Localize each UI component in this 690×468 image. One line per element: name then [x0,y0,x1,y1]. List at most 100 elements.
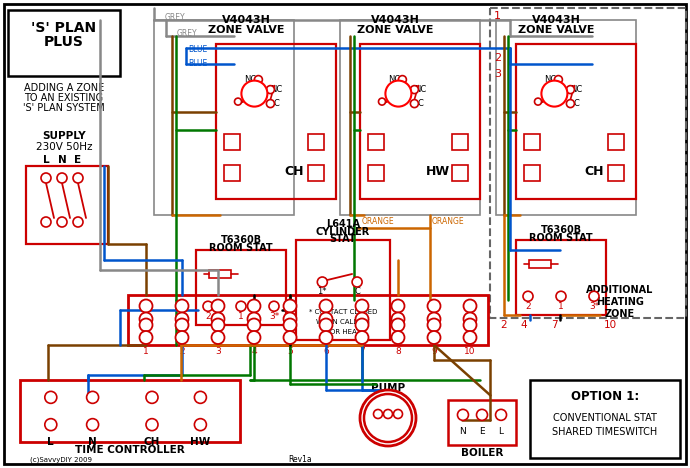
Text: V4043H: V4043H [221,15,270,25]
Circle shape [391,319,404,331]
Text: ADDING A ZONE: ADDING A ZONE [24,83,104,93]
Text: CH: CH [144,437,160,447]
Circle shape [535,98,542,105]
Text: E: E [479,427,485,436]
Circle shape [284,319,297,331]
Text: L: L [395,421,400,430]
Text: 2: 2 [525,302,531,311]
Text: N: N [375,421,382,430]
Text: L641A: L641A [326,219,360,229]
Bar [308,134,324,150]
Circle shape [235,98,242,105]
Circle shape [352,277,362,287]
Text: 10: 10 [604,320,617,330]
Text: HEATING: HEATING [596,297,644,307]
Circle shape [386,80,411,107]
Bar [224,134,240,150]
Circle shape [248,313,261,326]
Text: 'S' PLAN SYSTEM: 'S' PLAN SYSTEM [23,103,105,113]
Text: L: L [499,427,504,436]
Text: FOR HEAT: FOR HEAT [326,329,360,335]
Text: ROOM STAT: ROOM STAT [209,243,273,253]
Circle shape [266,100,275,108]
Circle shape [384,410,393,418]
Circle shape [355,313,368,326]
Bar [224,165,240,181]
Text: ZONE VALVE: ZONE VALVE [208,25,284,35]
Circle shape [255,76,262,84]
Text: L: L [48,437,54,447]
Bar [516,240,606,315]
Text: NC: NC [270,85,282,94]
Text: SUPPLY: SUPPLY [42,131,86,141]
Circle shape [428,319,440,331]
Circle shape [57,217,67,227]
Bar [296,240,390,340]
Circle shape [41,217,51,227]
Text: 6: 6 [323,346,329,356]
Circle shape [556,291,566,301]
Circle shape [212,331,224,344]
Circle shape [319,319,333,331]
Text: 230V 50Hz: 230V 50Hz [36,142,92,152]
Bar [452,165,468,181]
Text: C: C [417,99,424,108]
Text: CYLINDER: CYLINDER [316,227,370,237]
Circle shape [355,331,368,344]
Circle shape [317,277,327,287]
Bar [608,165,624,181]
Text: WHEN CALLING: WHEN CALLING [316,319,370,325]
Text: ZONE: ZONE [605,309,635,319]
Circle shape [284,313,297,326]
Bar [26,166,108,244]
Text: 7: 7 [551,320,558,330]
Text: M: M [249,88,260,99]
Text: E: E [385,421,391,430]
Circle shape [428,331,440,344]
Circle shape [195,391,206,403]
Circle shape [236,301,246,311]
Circle shape [146,419,158,431]
Text: M: M [549,88,560,99]
Text: 3: 3 [494,69,501,79]
Text: 1: 1 [143,346,149,356]
Circle shape [248,331,261,344]
Circle shape [391,300,404,313]
Circle shape [139,319,152,331]
Bar [524,165,540,181]
Circle shape [284,331,297,344]
Circle shape [355,300,368,313]
Bar [308,165,324,181]
Circle shape [542,80,567,107]
Bar [368,134,384,150]
Circle shape [73,217,83,227]
Text: PLUS: PLUS [44,35,84,49]
Text: N: N [58,155,66,165]
Text: 5: 5 [287,346,293,356]
Circle shape [398,76,406,84]
Text: BOILER: BOILER [461,448,503,458]
Text: C: C [573,99,580,108]
Circle shape [175,300,188,313]
Circle shape [175,313,188,326]
Circle shape [554,76,562,84]
Bar [216,44,336,199]
Text: N: N [460,427,466,436]
Text: * CONTACT CLOSED: * CONTACT CLOSED [309,309,377,315]
Circle shape [319,313,333,326]
Text: BLUE: BLUE [188,45,207,54]
Text: 2: 2 [205,312,211,321]
Text: NO: NO [244,75,257,84]
Circle shape [566,100,574,108]
Bar [196,250,286,325]
Text: ZONE VALVE: ZONE VALVE [357,25,433,35]
Text: TO AN EXISTING: TO AN EXISTING [24,93,104,103]
Text: STAT: STAT [330,234,356,244]
Text: 1: 1 [558,302,564,311]
Bar [530,380,680,458]
Circle shape [248,300,261,313]
Text: BLUE: BLUE [188,59,207,68]
Circle shape [411,86,418,94]
Text: 9: 9 [431,346,437,356]
Text: L: L [43,155,49,165]
